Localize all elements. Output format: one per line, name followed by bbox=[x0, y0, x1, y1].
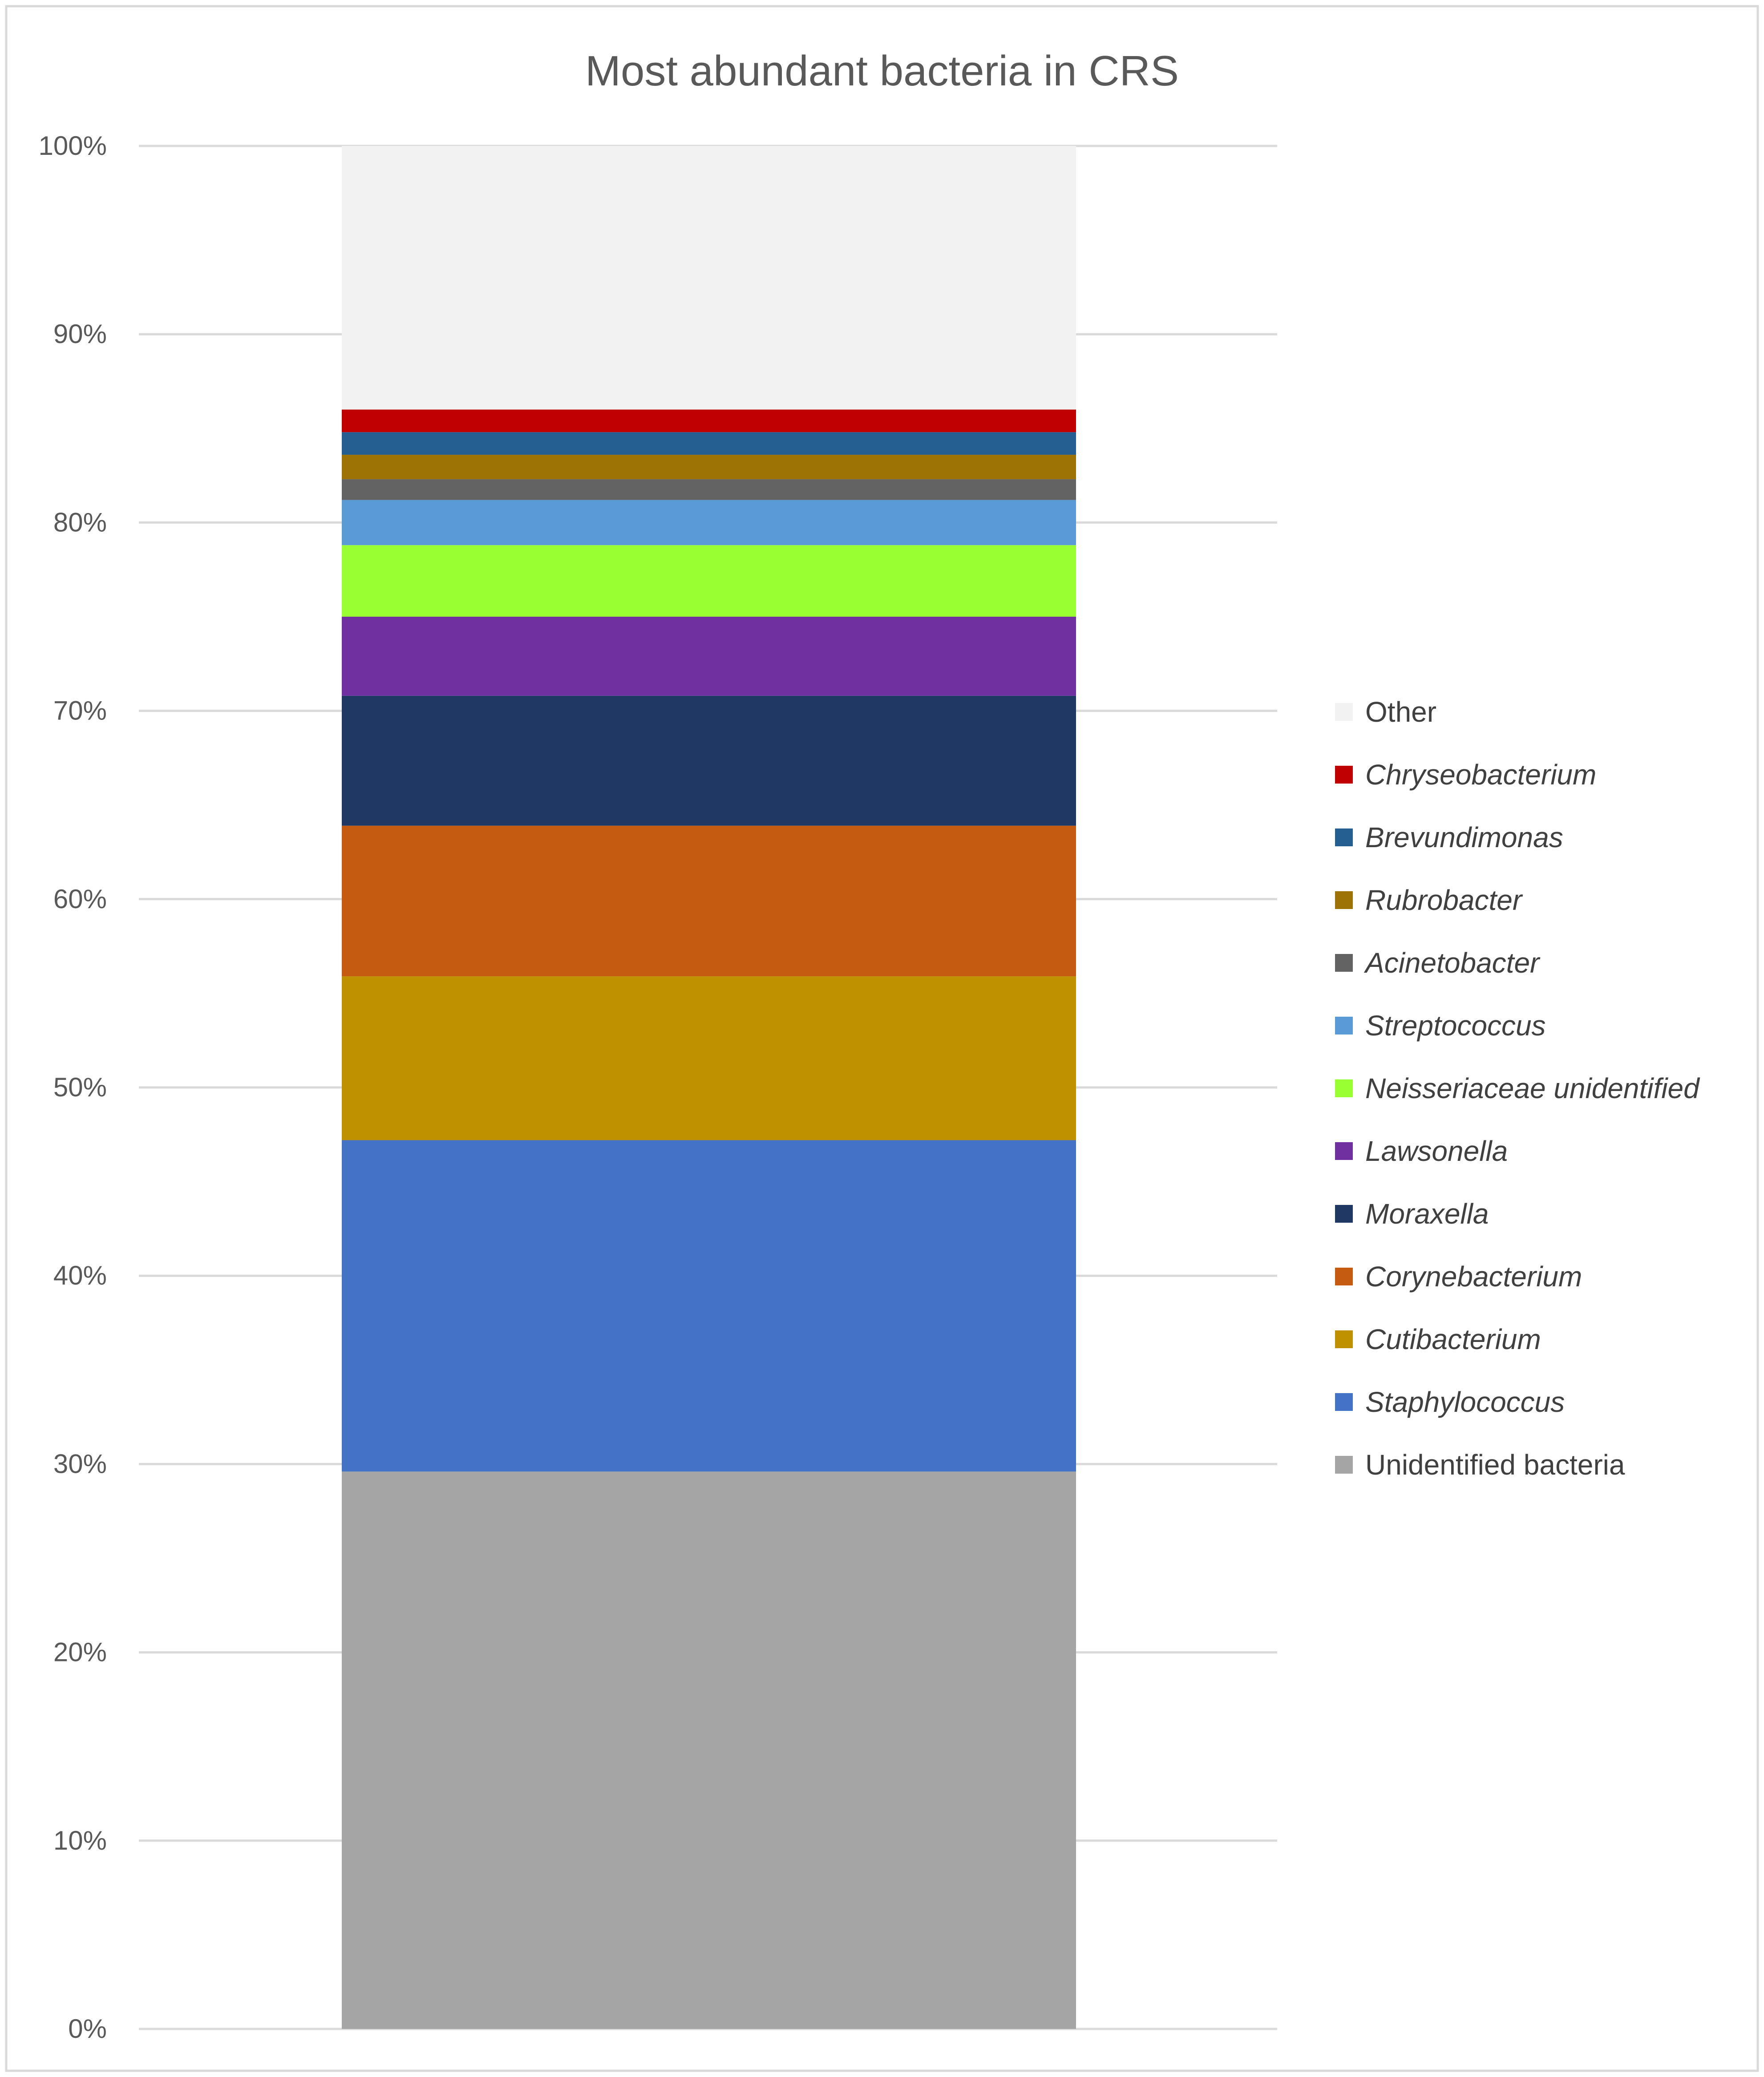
y-tick-label: 50% bbox=[53, 1072, 107, 1102]
legend-item: Other bbox=[1335, 696, 1436, 728]
legend-item: Brevundimonas bbox=[1335, 821, 1563, 853]
legend-item: Unidentified bacteria bbox=[1335, 1449, 1625, 1481]
bar-segment-other bbox=[342, 146, 1076, 410]
legend: Other Chryseobacterium Brevundimonas Rubrob… bbox=[1335, 696, 1700, 1481]
legend-label: Staphylococcus bbox=[1365, 1386, 1565, 1418]
legend-item: Lawsonella bbox=[1335, 1135, 1508, 1167]
legend-swatch bbox=[1335, 1456, 1353, 1474]
legend-label: Other bbox=[1365, 696, 1436, 728]
y-tick-label: 60% bbox=[53, 884, 107, 914]
legend-label: Lawsonella bbox=[1365, 1135, 1508, 1167]
bar-segment-moraxella bbox=[342, 695, 1076, 826]
legend-label: Unidentified bacteria bbox=[1365, 1449, 1625, 1481]
y-tick-label: 0% bbox=[68, 2014, 107, 2044]
y-tick-label: 100% bbox=[39, 131, 107, 161]
legend-swatch bbox=[1335, 1393, 1353, 1411]
legend-swatch bbox=[1335, 828, 1353, 846]
y-tick-label: 80% bbox=[53, 507, 107, 537]
bar-segment-unidentified-bacteria bbox=[342, 1471, 1076, 2029]
y-tick-label: 10% bbox=[53, 1826, 107, 1855]
bar-segments bbox=[342, 146, 1076, 2029]
y-tick-label: 20% bbox=[53, 1637, 107, 1667]
legend-item: Corynebacterium bbox=[1335, 1261, 1582, 1293]
legend-label: Neisseriaceae unidentified bbox=[1365, 1072, 1700, 1104]
legend-label: Moraxella bbox=[1365, 1198, 1489, 1230]
legend-item: Cutibacterium bbox=[1335, 1323, 1541, 1355]
legend-item: Chryseobacterium bbox=[1335, 759, 1596, 791]
legend-item: Moraxella bbox=[1335, 1198, 1489, 1230]
legend-swatch bbox=[1335, 1268, 1353, 1285]
bar-segment-staphylococcus bbox=[342, 1140, 1076, 1472]
bar-segment-brevundimonas bbox=[342, 432, 1076, 455]
y-tick-label: 90% bbox=[53, 319, 107, 349]
legend-label: Brevundimonas bbox=[1365, 821, 1563, 853]
legend-swatch bbox=[1335, 1330, 1353, 1348]
legend-label: Rubrobacter bbox=[1365, 884, 1523, 916]
bar-segment-cutibacterium bbox=[342, 976, 1076, 1140]
legend-swatch bbox=[1335, 766, 1353, 784]
legend-label: Chryseobacterium bbox=[1365, 759, 1596, 791]
y-tick-label: 70% bbox=[53, 696, 107, 726]
legend-item: Streptococcus bbox=[1335, 1010, 1546, 1042]
bar-segment-streptococcus bbox=[342, 500, 1076, 546]
legend-swatch bbox=[1335, 954, 1353, 972]
legend-label: Acinetobacter bbox=[1363, 947, 1541, 979]
legend-swatch bbox=[1335, 1205, 1353, 1223]
bar-segment-acinetobacter bbox=[342, 479, 1076, 500]
bar-segment-neisseriaceae-unidentified bbox=[342, 545, 1076, 617]
bar-segment-rubrobacter bbox=[342, 455, 1076, 480]
legend-swatch bbox=[1335, 703, 1353, 721]
legend-swatch bbox=[1335, 1142, 1353, 1160]
legend-item: Staphylococcus bbox=[1335, 1386, 1565, 1418]
bar-segment-chryseobacterium bbox=[342, 409, 1076, 432]
bar-segment-lawsonella bbox=[342, 617, 1076, 696]
legend-label: Corynebacterium bbox=[1365, 1261, 1582, 1293]
legend-item: Acinetobacter bbox=[1335, 947, 1541, 979]
bar-segment-corynebacterium bbox=[342, 825, 1076, 977]
y-axis-tick-labels: 0% 10% 20% 30% 40% 50% 60% 70% 80% 90% 100% bbox=[39, 131, 107, 2044]
chart-title: Most abundant bacteria in CRS bbox=[585, 47, 1179, 95]
legend-swatch bbox=[1335, 1017, 1353, 1034]
legend-label: Streptococcus bbox=[1365, 1010, 1546, 1042]
legend-label: Cutibacterium bbox=[1365, 1323, 1541, 1355]
legend-swatch bbox=[1335, 1079, 1353, 1097]
legend-item: Rubrobacter bbox=[1335, 884, 1523, 916]
y-tick-label: 30% bbox=[53, 1449, 107, 1479]
legend-item: Neisseriaceae unidentified bbox=[1335, 1072, 1700, 1104]
y-tick-label: 40% bbox=[53, 1261, 107, 1290]
legend-swatch bbox=[1335, 891, 1353, 909]
